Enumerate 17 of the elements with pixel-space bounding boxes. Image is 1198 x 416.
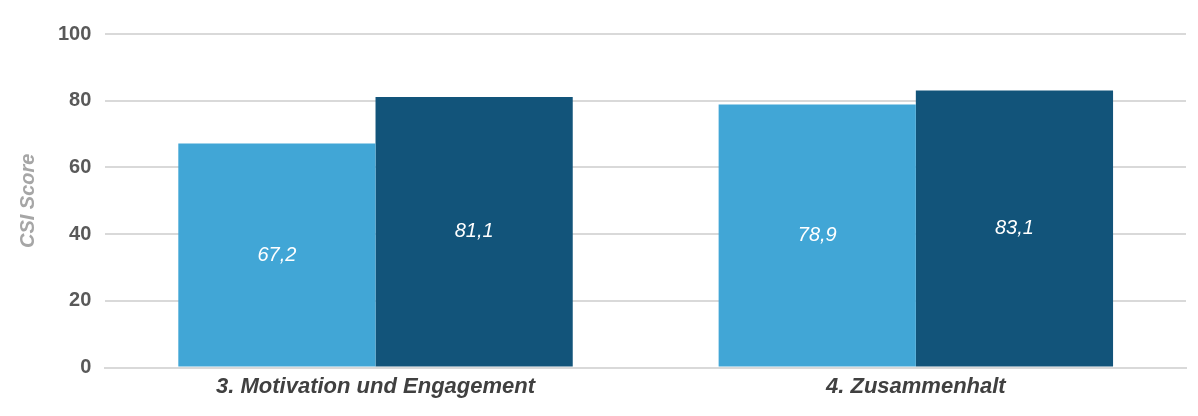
x-tick-label: 3. Motivation und Engagement <box>216 372 537 398</box>
bar <box>375 97 573 367</box>
bar <box>915 90 1114 367</box>
y-tick-label: 80 <box>69 88 92 111</box>
y-axis-title: CSI Score <box>15 153 38 249</box>
bar <box>178 143 376 367</box>
y-tick-label: 100 <box>57 21 92 44</box>
data-label: 83,1 <box>994 216 1034 239</box>
y-tick-label: 40 <box>69 221 92 244</box>
bar <box>718 104 916 367</box>
y-tick-label: 20 <box>69 288 92 311</box>
data-label: 81,1 <box>454 219 494 242</box>
data-label: 67,2 <box>257 242 297 265</box>
y-tick-label: 0 <box>80 355 92 378</box>
x-tick-label: 4. Zusammenhalt <box>824 372 1008 398</box>
y-tick-label: 60 <box>69 154 92 177</box>
data-label: 78,9 <box>797 223 837 246</box>
